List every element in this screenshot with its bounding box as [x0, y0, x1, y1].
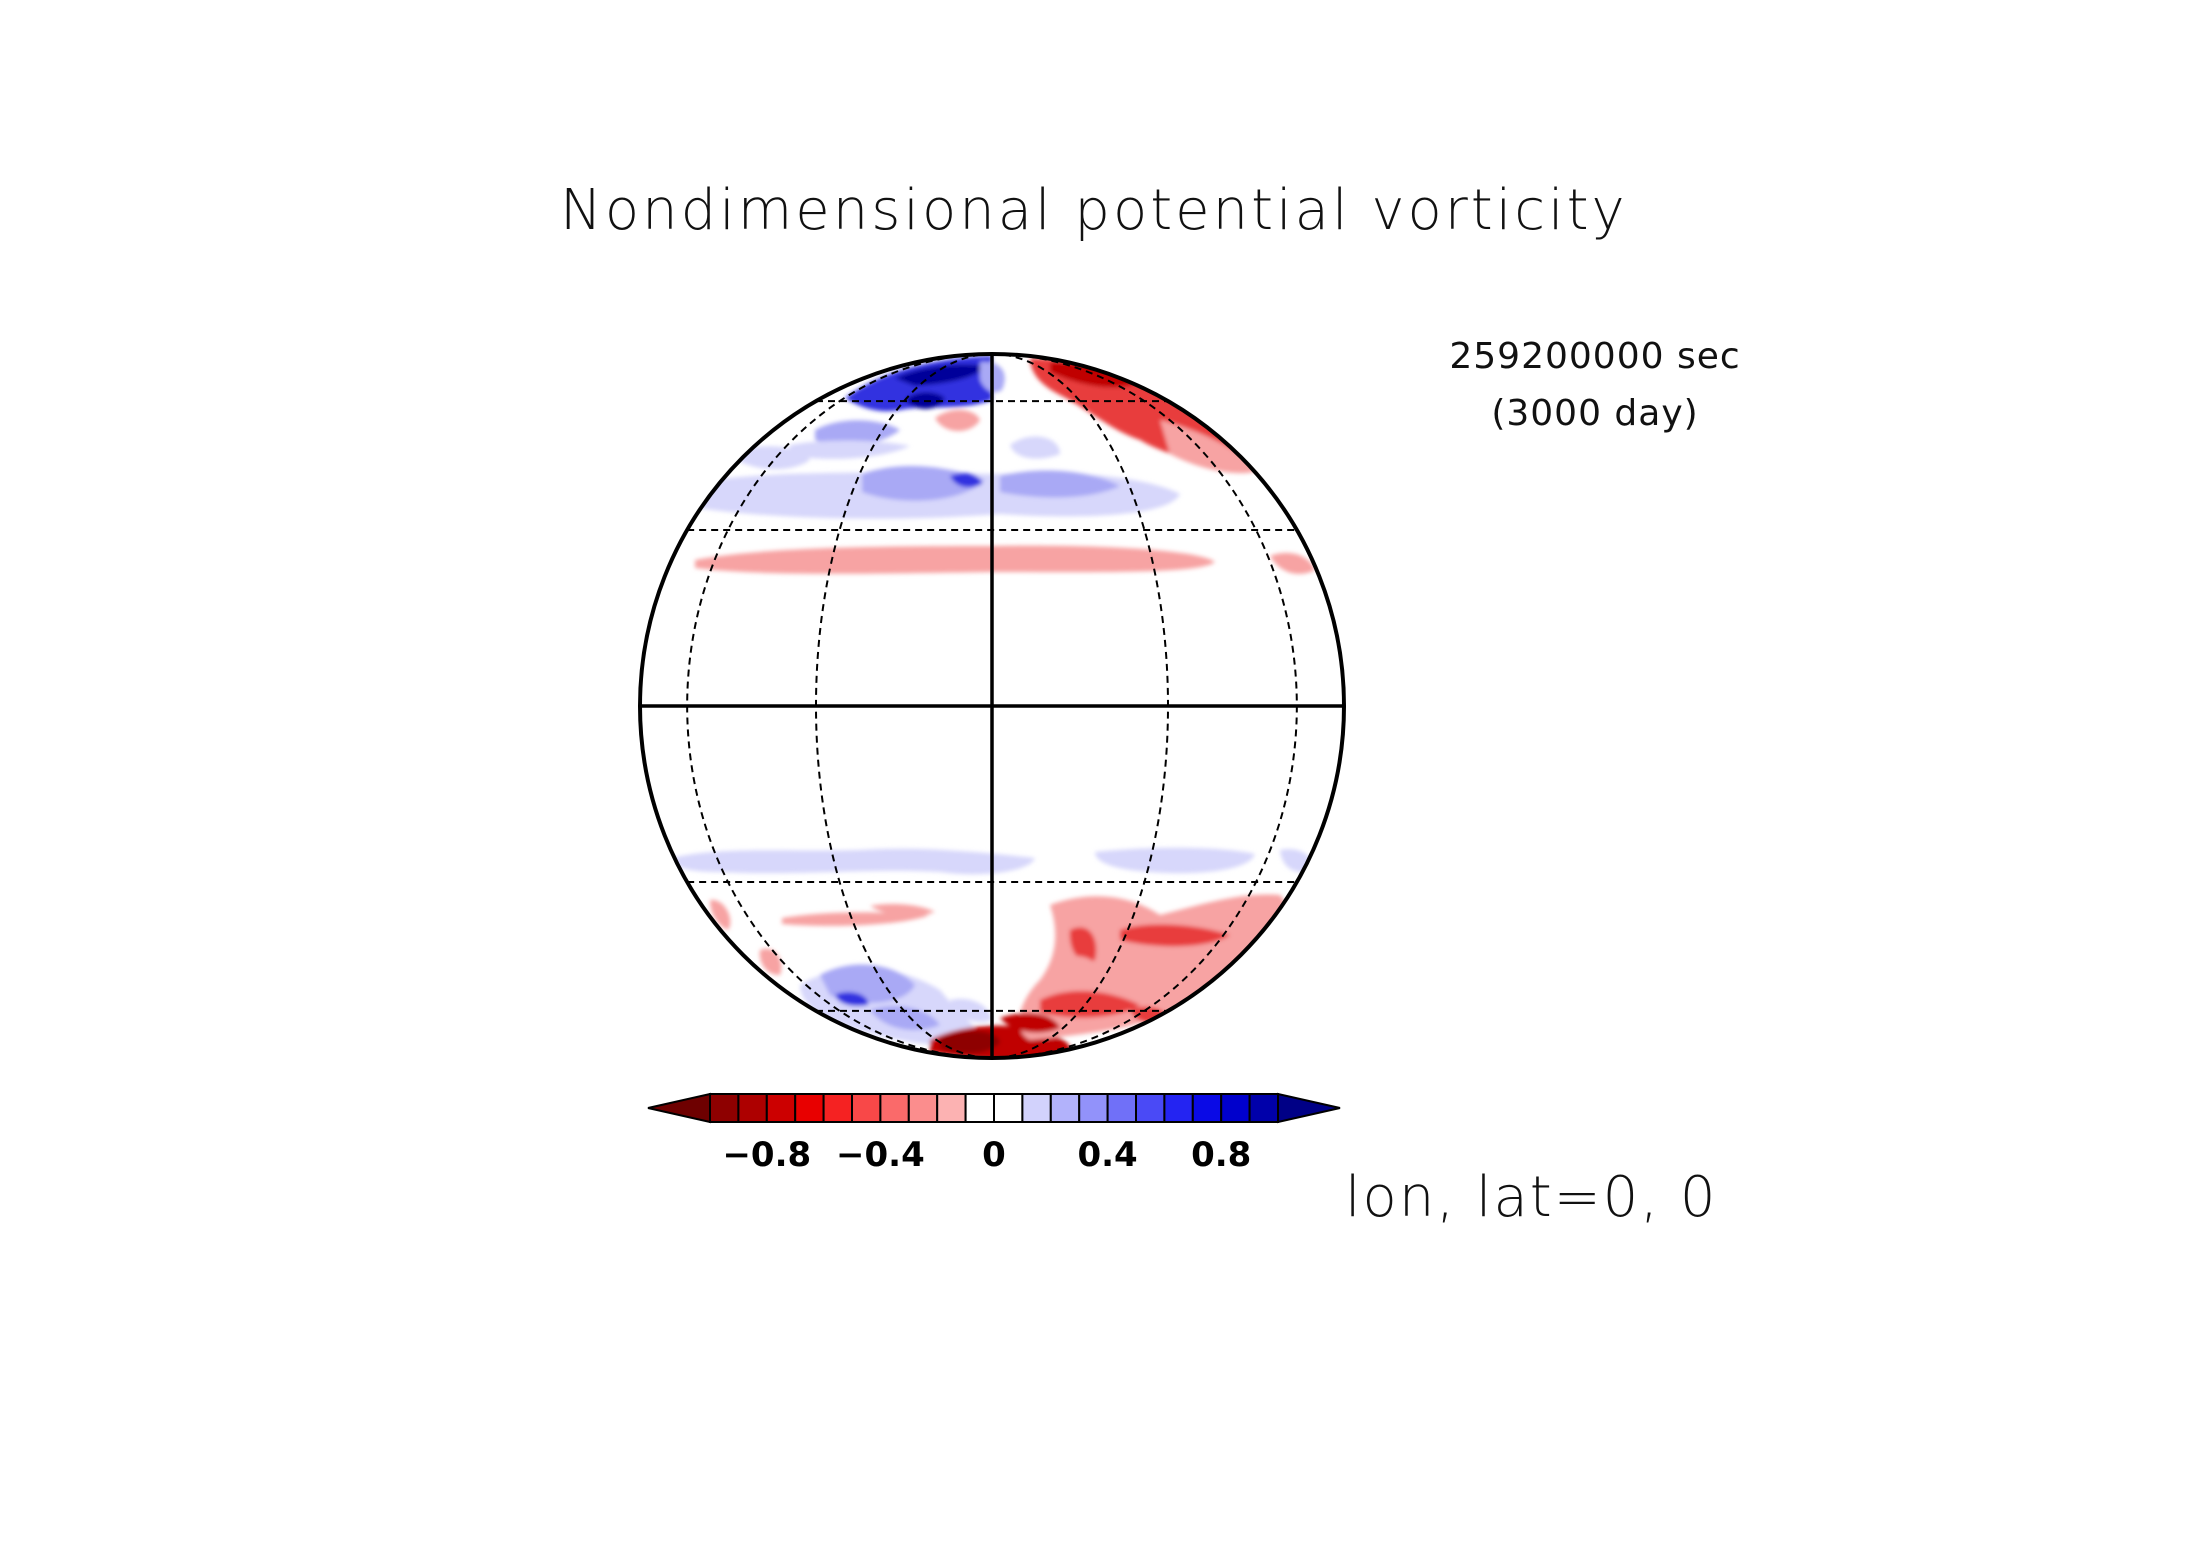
field-blob [940, 1030, 1000, 1054]
potential-vorticity-field [672, 356, 1315, 1058]
colorbar-box [936, 1093, 967, 1123]
colorbar-box [1191, 1093, 1223, 1123]
colorbar-tick-label: 0.8 [1191, 1135, 1251, 1175]
field-blob [1010, 436, 1060, 459]
colorbar-box [1049, 1093, 1081, 1123]
colorbar-box [1021, 1093, 1052, 1123]
colorbar-box [1220, 1093, 1251, 1123]
field-blob [1095, 847, 1255, 874]
colorbar-box [1163, 1093, 1194, 1123]
colorbar-box [993, 1093, 1024, 1123]
field-blob [835, 992, 869, 1006]
field-blob [695, 545, 1215, 574]
colorbar-tick-label: 0.4 [1077, 1135, 1137, 1175]
colorbar-extend-low [647, 1092, 711, 1124]
colorbar-box [1135, 1093, 1166, 1123]
field-blob [1060, 955, 1100, 977]
field-blob [1270, 552, 1315, 574]
colorbar-box [851, 1093, 882, 1123]
field-blob [1040, 990, 1140, 1018]
colorbar-box [765, 1093, 797, 1123]
field-blob [870, 904, 935, 916]
field-blob [1160, 420, 1260, 474]
colorbar-tick-label: 0 [982, 1135, 1006, 1175]
colorbar: −0.8 −0.4 0 0.4 0.8 [647, 1092, 1341, 1175]
colorbar-box [1248, 1093, 1279, 1123]
field-blob [1120, 924, 1230, 947]
colorbar-box [1078, 1093, 1109, 1123]
field-blob [782, 912, 930, 926]
colorbar-box [709, 1093, 740, 1123]
time-days: (3000 day) [1491, 393, 1699, 434]
field-blob [1069, 927, 1097, 962]
field-blob [710, 899, 731, 930]
field-blob [1050, 362, 1140, 388]
time-stamp: 259200000 sec (3000 day) [1400, 328, 1790, 442]
colorbar-box [794, 1093, 825, 1123]
field-blob [790, 440, 910, 459]
colorbar-box [1106, 1093, 1137, 1123]
field-blob [1000, 470, 1120, 498]
field-blob [895, 364, 985, 386]
globe-outline [638, 352, 1346, 1060]
projection-label: lon, lat=0, 0 [1345, 1165, 1718, 1230]
field-blob [1000, 1013, 1060, 1033]
colorbar-extend-high [1277, 1092, 1341, 1124]
field-blob [950, 998, 992, 1022]
colorbar-box [964, 1093, 995, 1123]
field-blob [870, 1005, 940, 1030]
colorbar-box [822, 1093, 853, 1123]
colorbar-box [737, 1093, 768, 1123]
field-blob [672, 848, 1035, 875]
colorbar-box [907, 1093, 939, 1123]
globe-axes [638, 352, 1346, 1060]
colorbar-tick-label: −0.4 [836, 1135, 925, 1175]
colorbar-box [879, 1093, 910, 1123]
time-seconds: 259200000 sec [1449, 336, 1741, 377]
colorbar-tick-label: −0.8 [722, 1135, 811, 1175]
figure-title: Nondimensional potential vorticity [560, 178, 1628, 243]
field-blob [950, 473, 982, 488]
field-blob [935, 409, 980, 431]
field-blob [815, 420, 900, 446]
